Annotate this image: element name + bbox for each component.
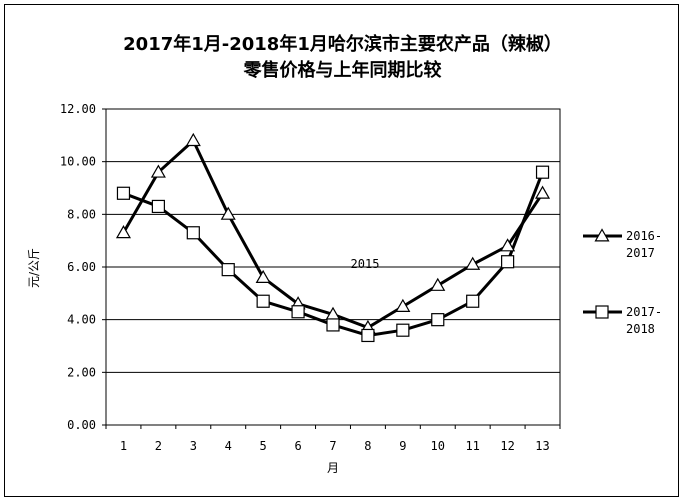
- x-tick-label: 7: [329, 439, 336, 453]
- y-tick-label: 10.00: [60, 155, 96, 169]
- series-2-point: [466, 294, 480, 308]
- x-tick-label: 1: [120, 439, 127, 453]
- series-2-point: [186, 226, 200, 240]
- series-line-1: [122, 139, 544, 330]
- series-2-point: [151, 199, 165, 214]
- series-1-point: [185, 132, 201, 147]
- x-tick-label: 10: [431, 439, 445, 453]
- y-tick-label: 0.00: [67, 418, 96, 432]
- series-1-point: [115, 225, 131, 239]
- series-1-point: [395, 298, 411, 312]
- legend-marker-2: [595, 305, 609, 319]
- chart-frame: [4, 4, 679, 497]
- legend-label-1: 2016-: [626, 229, 662, 243]
- series-1-point: [465, 256, 481, 270]
- x-tick-label: 3: [190, 439, 197, 453]
- series-1-point: [220, 206, 236, 220]
- x-tick-label: 8: [364, 439, 371, 453]
- series-markers: [115, 132, 551, 343]
- series-1-point: [150, 164, 166, 178]
- legend-label-1-year: 2017: [626, 246, 655, 260]
- series-1-point: [255, 269, 271, 284]
- x-tick-label: 5: [260, 439, 267, 453]
- series-1-point: [500, 238, 516, 252]
- series-2-point: [291, 305, 305, 319]
- grid-lines: [105, 108, 561, 426]
- y-tick-label: 6.00: [67, 260, 96, 274]
- y-tick-label: 12.00: [60, 102, 96, 116]
- series-2-point: [256, 294, 270, 308]
- x-tick-label: 2: [155, 439, 162, 453]
- legend-marker-1: [594, 228, 610, 242]
- chart-subtitle: 零售价格与上年同期比较: [243, 60, 442, 81]
- x-tick-label: 12: [500, 439, 514, 453]
- chart-annotation: 2015: [351, 257, 380, 271]
- series-1-point: [430, 277, 446, 291]
- series-2-point: [326, 318, 340, 332]
- x-tick-label: 6: [294, 439, 301, 453]
- series-2-point: [361, 328, 375, 343]
- series-1-point: [535, 185, 551, 199]
- x-tick-label: 13: [535, 439, 549, 453]
- series-2-point: [431, 313, 445, 327]
- series-2-point: [221, 263, 235, 277]
- x-tick-label: 9: [399, 439, 406, 453]
- legend-label-2-year: 2018: [626, 322, 655, 336]
- series-2-point: [535, 165, 550, 179]
- y-tick-label: 2.00: [67, 365, 96, 379]
- chart-title: 2017年1月-2018年1月哈尔滨市主要农产品（辣椒）: [123, 34, 562, 55]
- legend: 2016- 2017 2017- 2018: [583, 228, 662, 336]
- y-axis-label: 元/公斤: [27, 248, 41, 288]
- series-2-point: [396, 323, 410, 337]
- series-lines: [122, 139, 544, 337]
- y-tick-label: 4.00: [67, 313, 96, 327]
- y-tick-label: 8.00: [67, 207, 96, 221]
- series-2-point: [116, 186, 131, 200]
- x-axis-label: 月: [327, 461, 339, 475]
- legend-label-2: 2017-: [626, 305, 662, 319]
- x-tick-label: 11: [465, 439, 479, 453]
- x-tick-label: 4: [225, 439, 232, 453]
- series-2-point: [501, 255, 515, 269]
